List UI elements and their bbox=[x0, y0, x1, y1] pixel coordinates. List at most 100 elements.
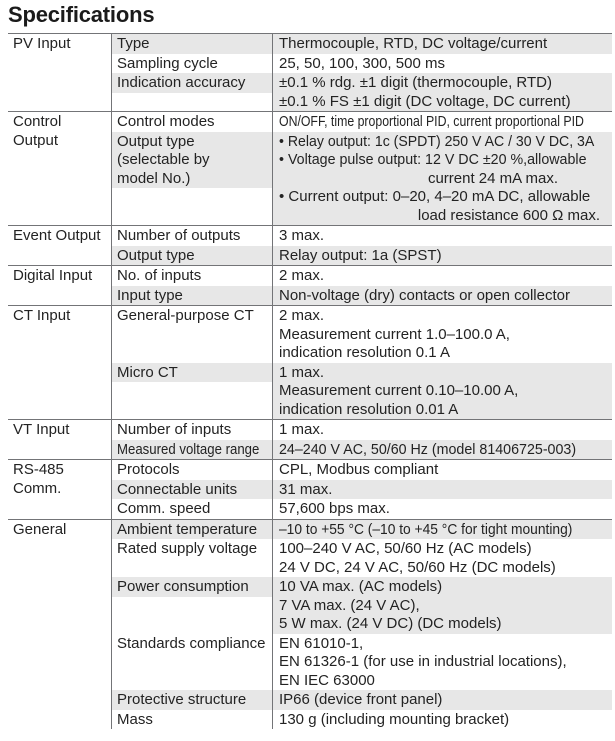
param-cell: Measured voltage range bbox=[112, 439, 273, 459]
param-cell: Standards compliance bbox=[112, 633, 273, 690]
value-text: 7 VA max. (24 V AC), bbox=[279, 596, 420, 614]
value-text: 3 max. bbox=[279, 227, 325, 244]
value-cell: • Relay output: 1c (SPDT) 250 V AC / 30 … bbox=[273, 131, 612, 225]
value-text: 1 max. bbox=[279, 363, 325, 381]
table-row: Type Thermocouple, RTD, DC voltage/curre… bbox=[112, 34, 612, 54]
value-text: EN 61326-1 (for use in industrial locati… bbox=[279, 653, 567, 670]
table-row: Ambient temperature –10 to +55 °C (–10 t… bbox=[112, 519, 612, 539]
category-cell: Digital Input bbox=[8, 266, 112, 305]
param-cell: No. of inputs bbox=[112, 266, 273, 286]
value-text: 2 max. bbox=[279, 307, 325, 324]
category-cell: General bbox=[8, 519, 112, 729]
param-cell: Rated supply voltage bbox=[112, 539, 273, 577]
value-cell: IP66 (device front panel) bbox=[273, 690, 612, 710]
param-cell: Sampling cycle bbox=[112, 53, 273, 73]
value-text: EN IEC 63000 bbox=[279, 671, 375, 689]
value-text: 57,600 bps max. bbox=[279, 500, 390, 517]
value-cell: 2 max. Measurement current 1.0–100.0 A, … bbox=[273, 306, 612, 363]
value-cell: 31 max. bbox=[273, 479, 612, 499]
value-text: ON/OFF, time proportional PID, current p… bbox=[279, 113, 584, 130]
param-cell: Control modes bbox=[112, 112, 273, 132]
value-text: Non-voltage (dry) contacts or open colle… bbox=[279, 286, 570, 304]
table-row: No. of inputs 2 max. bbox=[112, 266, 612, 286]
param-cell: General-purpose CT bbox=[112, 306, 273, 363]
value-cell: 130 g (including mounting bracket) bbox=[273, 710, 612, 730]
category-label: PV Input bbox=[13, 35, 71, 52]
category-label: Digital Input bbox=[13, 267, 93, 284]
table-row: Comm. speed 57,600 bps max. bbox=[112, 499, 612, 519]
value-cell: 24–240 V AC, 50/60 Hz (model 81406725-00… bbox=[273, 439, 612, 459]
value-text: Thermocouple, RTD, DC voltage/current bbox=[279, 35, 548, 52]
value-text: • Current output: 0–20, 4–20 mA DC, allo… bbox=[279, 188, 591, 205]
value-text: Measurement current 1.0–100.0 A, bbox=[279, 325, 510, 343]
param-label: Input type bbox=[117, 286, 183, 304]
value-cell: Thermocouple, RTD, DC voltage/current bbox=[273, 34, 612, 54]
param-cell: Comm. speed bbox=[112, 499, 273, 519]
table-row: Number of inputs 1 max. bbox=[112, 420, 612, 440]
table-row: Connectable units 31 max. bbox=[112, 479, 612, 499]
table-row: Control modes ON/OFF, time proportional … bbox=[112, 112, 612, 132]
value-cell: 10 VA max. (AC models) 7 VA max. (24 V A… bbox=[273, 577, 612, 634]
param-label: (selectable by bbox=[117, 151, 210, 168]
value-text: EN 61010-1, bbox=[279, 634, 364, 652]
param-cell: Indication accuracy bbox=[112, 73, 273, 111]
param-label: No. of inputs bbox=[117, 267, 202, 284]
param-label: Measured voltage range bbox=[117, 440, 260, 458]
table-row: General-purpose CT 2 max. Measurement cu… bbox=[112, 306, 612, 363]
section-ct-input: CT Input General-purpose CT 2 max. Measu… bbox=[8, 305, 612, 419]
table-row: Micro CT 1 max. Measurement current 0.10… bbox=[112, 362, 612, 419]
param-label: Mass bbox=[117, 710, 153, 728]
value-text: 25, 50, 100, 300, 500 ms bbox=[279, 54, 445, 72]
value-cell: 1 max. Measurement current 0.10–10.00 A,… bbox=[273, 362, 612, 419]
value-text: indication resolution 0.1 A bbox=[279, 344, 450, 361]
section-event-output: Event Output Number of outputs 3 max. Ou… bbox=[8, 225, 612, 265]
param-cell: Power consumption bbox=[112, 577, 273, 634]
value-cell: Non-voltage (dry) contacts or open colle… bbox=[273, 285, 612, 305]
table-row: Input type Non-voltage (dry) contacts or… bbox=[112, 285, 612, 305]
param-label: Output type bbox=[117, 246, 195, 264]
value-cell: 57,600 bps max. bbox=[273, 499, 612, 519]
category-cell: Event Output bbox=[8, 226, 112, 265]
section-vt-input: VT Input Number of inputs 1 max. Measure… bbox=[8, 419, 612, 459]
param-cell: Number of outputs bbox=[112, 226, 273, 246]
section-pv-input: PV Input Type Thermocouple, RTD, DC volt… bbox=[8, 33, 612, 111]
category-label: VT Input bbox=[13, 421, 70, 438]
value-text: Measurement current 0.10–10.00 A, bbox=[279, 382, 519, 399]
table-row: Measured voltage range 24–240 V AC, 50/6… bbox=[112, 439, 612, 459]
category-cell: Control Output bbox=[8, 112, 112, 225]
param-cell: Output type (selectable by model No.) bbox=[112, 131, 273, 225]
value-text: –10 to +55 °C (–10 to +45 °C for tight m… bbox=[279, 520, 573, 538]
param-cell: Connectable units bbox=[112, 479, 273, 499]
value-text: 1 max. bbox=[279, 421, 325, 438]
param-cell: Micro CT bbox=[112, 362, 273, 419]
table-row: Mass 130 g (including mounting bracket) bbox=[112, 709, 612, 730]
category-cell: VT Input bbox=[8, 420, 112, 459]
param-label: Control modes bbox=[117, 113, 215, 130]
table-row: Sampling cycle 25, 50, 100, 300, 500 ms bbox=[112, 53, 612, 73]
value-text: Relay output: 1a (SPST) bbox=[279, 246, 442, 264]
value-cell: 2 max. bbox=[273, 266, 612, 286]
table-row: Power consumption 10 VA max. (AC models)… bbox=[112, 577, 612, 634]
value-text: ±0.1 % rdg. ±1 digit (thermocouple, RTD) bbox=[279, 74, 552, 91]
section-rs485-comm: RS-485 Comm. Protocols CPL, Modbus compl… bbox=[8, 459, 612, 519]
page-title: Specifications bbox=[8, 2, 155, 27]
specifications-table: PV Input Type Thermocouple, RTD, DC volt… bbox=[8, 33, 612, 729]
value-text: 2 max. bbox=[279, 267, 325, 284]
category-label: Event Output bbox=[13, 227, 101, 244]
category-label: General bbox=[13, 520, 67, 538]
value-text: load resistance 600 Ω max. bbox=[417, 206, 600, 224]
param-label: Sampling cycle bbox=[117, 54, 218, 72]
section-control-output: Control Output Control modes ON/OFF, tim… bbox=[8, 111, 612, 225]
category-cell: PV Input bbox=[8, 34, 112, 111]
table-row: Protective structure IP66 (device front … bbox=[112, 690, 612, 710]
param-label: Output type bbox=[117, 132, 195, 150]
value-text: 100–240 V AC, 50/60 Hz (AC models) bbox=[279, 540, 532, 557]
value-text: 130 g (including mounting bracket) bbox=[279, 710, 510, 728]
value-cell: 100–240 V AC, 50/60 Hz (AC models) 24 V … bbox=[273, 539, 612, 577]
param-label: Number of outputs bbox=[117, 227, 241, 244]
param-label: Ambient temperature bbox=[117, 520, 258, 538]
value-text: 24–240 V AC, 50/60 Hz (model 81406725-00… bbox=[279, 440, 577, 458]
value-text: IP66 (device front panel) bbox=[279, 691, 443, 708]
param-label: Comm. speed bbox=[117, 500, 211, 517]
value-text: ±0.1 % FS ±1 digit (DC voltage, DC curre… bbox=[279, 92, 571, 110]
